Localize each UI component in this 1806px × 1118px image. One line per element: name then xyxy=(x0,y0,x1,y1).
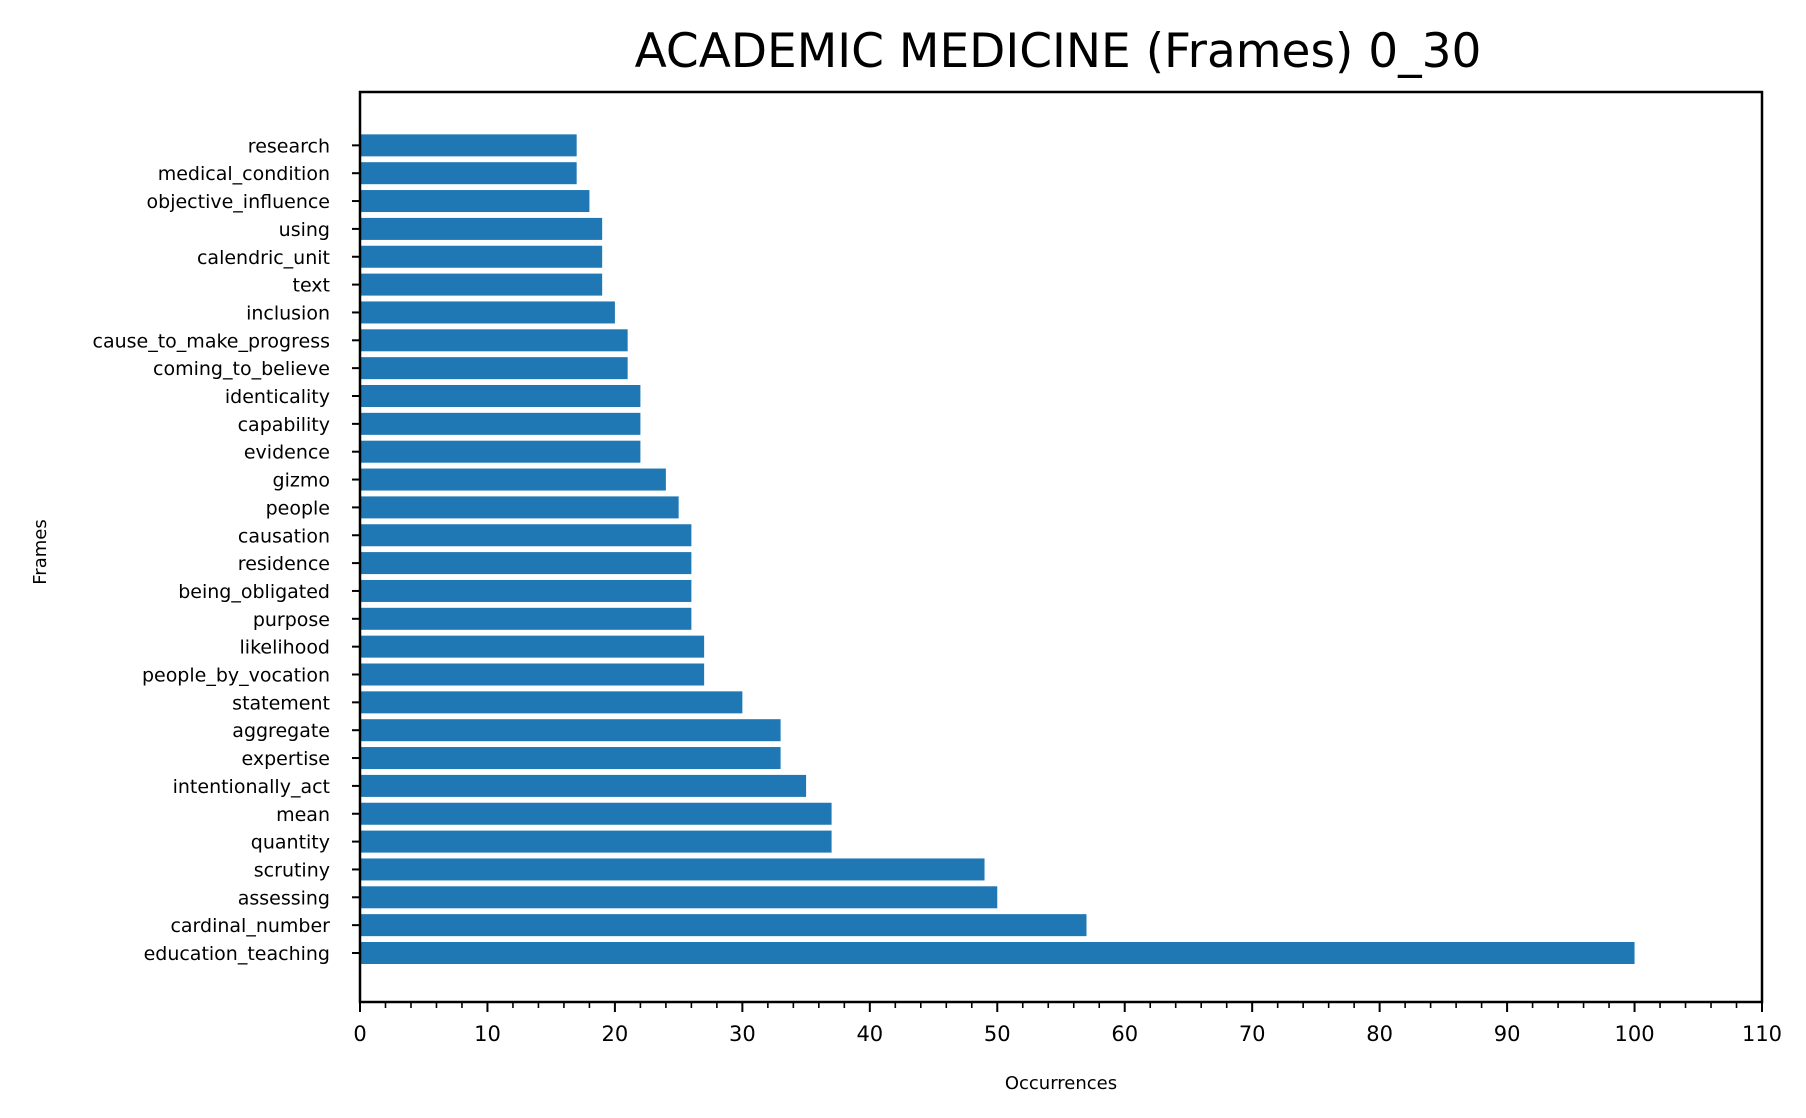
bar-identicality xyxy=(360,385,641,407)
x-tick-label: 90 xyxy=(1494,1022,1521,1046)
bar-residence xyxy=(360,552,692,575)
y-tick-label: objective_influence xyxy=(147,191,330,213)
x-tick-label: 100 xyxy=(1614,1022,1654,1046)
bar-statement xyxy=(360,691,743,714)
plot-frame xyxy=(358,90,1764,1004)
x-tick-label: 80 xyxy=(1366,1022,1393,1046)
bar-quantity xyxy=(360,830,832,853)
bar-assessing xyxy=(360,886,998,909)
y-tick-label: capability xyxy=(238,414,330,436)
y-tick-label: medical_condition xyxy=(158,163,330,185)
y-tick-label: aggregate xyxy=(232,720,330,742)
y-tick-label: coming_to_believe xyxy=(153,358,330,380)
bar-evidence xyxy=(360,440,641,463)
x-tick-label: 60 xyxy=(1111,1022,1138,1046)
bar-people xyxy=(360,496,679,519)
y-tick-label: residence xyxy=(238,553,330,575)
y-axis-label: Frames xyxy=(30,519,51,584)
y-tick-label: causation xyxy=(238,525,330,547)
y-tick-label: statement xyxy=(232,692,330,714)
y-tick-label: inclusion xyxy=(246,302,330,324)
x-tick-label: 30 xyxy=(729,1022,756,1046)
y-tick-label: calendric_unit xyxy=(197,247,330,269)
bar-aggregate xyxy=(360,719,781,742)
x-tick-label: 50 xyxy=(984,1022,1011,1046)
x-tick-label: 10 xyxy=(474,1022,501,1046)
x-axis-label: Occurrences xyxy=(1005,1073,1117,1094)
y-tick-label: evidence xyxy=(244,442,330,464)
y-axis-ticks: education_teaching cardinal_number assessi… xyxy=(93,135,360,965)
y-tick-label: intentionally_act xyxy=(173,776,330,798)
y-tick-label: text xyxy=(293,275,331,297)
y-tick-label: mean xyxy=(276,804,330,826)
bar-purpose xyxy=(360,607,692,630)
y-tick-label: people_by_vocation xyxy=(142,665,330,687)
bar-scrutiny xyxy=(360,858,985,881)
bar-people-by-vocation xyxy=(360,663,705,686)
y-tick-label: people xyxy=(266,497,330,519)
y-tick-label: being_obligated xyxy=(178,581,330,603)
y-tick-label: cardinal_number xyxy=(170,915,330,937)
y-tick-label: quantity xyxy=(251,832,330,854)
bar-causation xyxy=(360,524,692,547)
bar-calendric-unit xyxy=(360,245,603,268)
bar-coming-to-believe xyxy=(360,357,628,380)
bar-inclusion xyxy=(360,301,615,324)
bar-medical-condition xyxy=(360,162,577,185)
y-tick-label: cause_to_make_progress xyxy=(93,330,330,352)
bar-intentionally-act xyxy=(360,774,807,797)
bar-using xyxy=(360,217,603,240)
x-tick-label: 110 xyxy=(1742,1022,1782,1046)
bar-capability xyxy=(360,412,641,435)
x-axis-ticks: 0 10 20 30 40 50 60 70 80 90 100 110 xyxy=(353,1002,1782,1046)
bars-layer xyxy=(360,134,1635,964)
bar-cardinal-number xyxy=(360,914,1087,937)
bar-education-teaching xyxy=(360,942,1635,964)
bar-being-obligated xyxy=(360,579,692,602)
y-tick-label: scrutiny xyxy=(254,859,330,881)
y-tick-label: using xyxy=(279,219,330,241)
bar-likelihood xyxy=(360,635,705,658)
y-tick-label: gizmo xyxy=(273,470,330,492)
bar-cause-to-make-progress xyxy=(360,329,628,352)
chart-title: ACADEMIC MEDICINE (Frames) 0_30 xyxy=(635,24,1482,79)
x-tick-label: 70 xyxy=(1239,1022,1266,1046)
x-tick-label: 40 xyxy=(856,1022,883,1046)
y-tick-label: expertise xyxy=(242,748,330,770)
x-tick-label: 20 xyxy=(602,1022,629,1046)
bar-research xyxy=(360,134,577,157)
bar-objective-influence xyxy=(360,190,590,213)
bar-gizmo xyxy=(360,468,666,491)
y-tick-label: research xyxy=(248,135,330,157)
y-tick-label: assessing xyxy=(238,887,330,909)
y-tick-label: likelihood xyxy=(240,637,330,659)
y-tick-label: identicality xyxy=(225,386,330,408)
x-tick-label: 0 xyxy=(353,1022,366,1046)
bar-mean xyxy=(360,802,832,825)
y-tick-label: education_teaching xyxy=(144,943,330,965)
bar-text xyxy=(360,273,603,296)
y-tick-label: purpose xyxy=(253,609,330,631)
bar-expertise xyxy=(360,747,781,770)
